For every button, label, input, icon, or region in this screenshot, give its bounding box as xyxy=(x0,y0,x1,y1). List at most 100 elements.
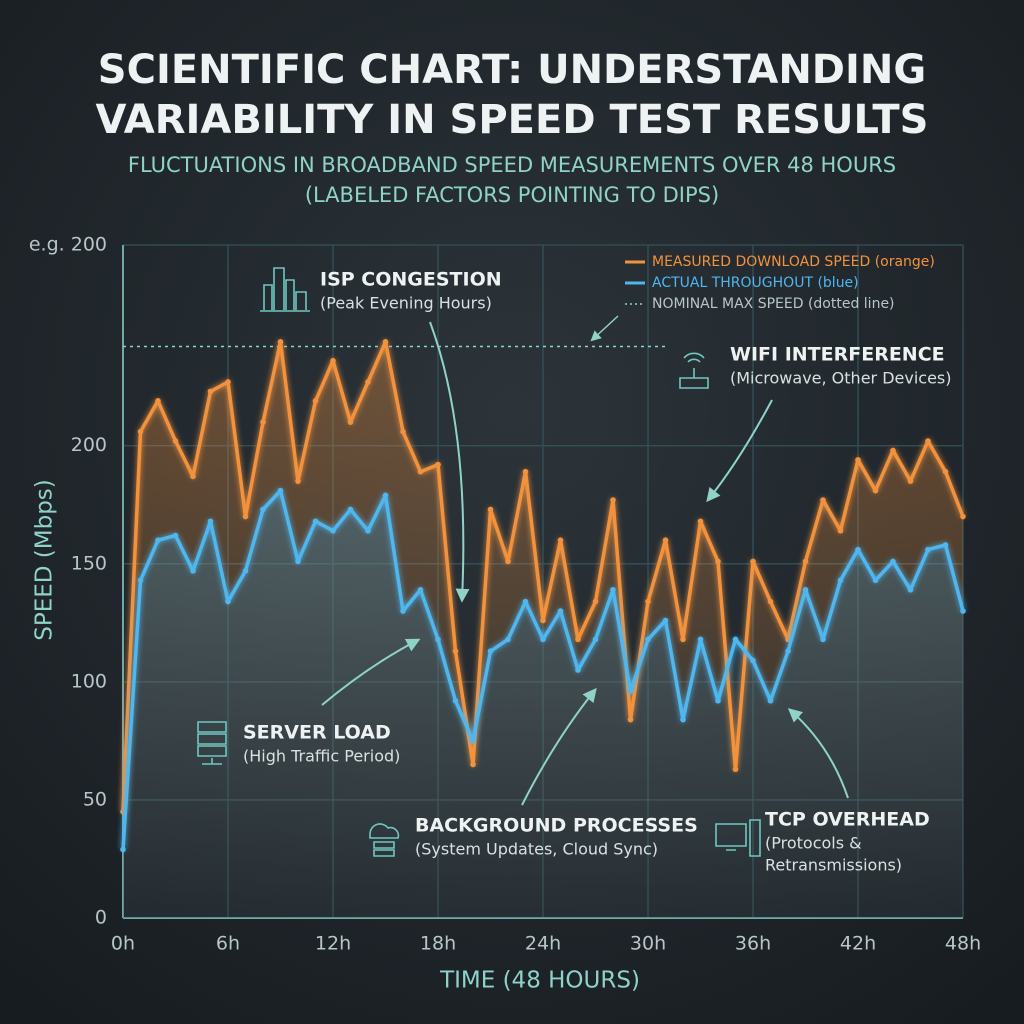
data-point xyxy=(522,598,529,605)
arrow xyxy=(521,687,597,806)
data-point xyxy=(960,608,966,614)
icon-cloud xyxy=(369,823,400,857)
data-point xyxy=(750,657,756,664)
data-point xyxy=(207,518,214,525)
annotation-text: (High Traffic Period) xyxy=(243,747,400,766)
data-point xyxy=(575,636,581,643)
arrow xyxy=(706,399,773,503)
data-point xyxy=(505,636,511,643)
data-point xyxy=(155,537,161,543)
data-point xyxy=(855,546,861,553)
icons xyxy=(197,267,761,857)
x-tick-label: 18h xyxy=(420,933,456,955)
y-tick-label: 150 xyxy=(71,552,107,574)
data-point xyxy=(767,697,774,704)
arrow xyxy=(787,708,849,799)
data-point xyxy=(925,438,931,444)
data-point xyxy=(417,468,424,475)
data-point xyxy=(505,558,511,565)
annotation-title: BACKGROUND PROCESSES xyxy=(415,815,698,837)
data-point xyxy=(732,636,739,643)
data-point xyxy=(715,558,721,565)
data-point xyxy=(382,492,389,499)
data-point xyxy=(190,473,196,480)
x-tick-label: 30h xyxy=(630,933,666,955)
data-point xyxy=(907,478,914,484)
data-point xyxy=(715,697,721,704)
data-point xyxy=(662,537,669,543)
data-point xyxy=(487,506,494,513)
data-point xyxy=(627,688,634,695)
data-point xyxy=(452,648,459,654)
data-point xyxy=(260,506,266,513)
annotation-text: (Microwave, Other Devices) xyxy=(730,369,952,388)
data-point xyxy=(470,738,476,744)
icon-computer xyxy=(715,819,761,857)
data-point xyxy=(522,468,529,475)
x-tick-label: 36h xyxy=(735,933,771,955)
data-point xyxy=(750,558,756,565)
data-point xyxy=(540,617,546,624)
legend-label: NOMINAL MAX SPEED (dotted line) xyxy=(652,296,895,312)
data-point xyxy=(435,636,441,643)
data-point xyxy=(610,586,616,593)
data-point xyxy=(260,419,266,425)
data-point xyxy=(662,617,669,624)
icon-city xyxy=(260,267,310,312)
data-point xyxy=(592,598,599,605)
data-point xyxy=(540,636,546,643)
x-tick-label: 6h xyxy=(216,933,240,955)
chart-title: SCIENTIFIC CHART: UNDERSTANDING xyxy=(98,47,926,93)
annotation-text: (System Updates, Cloud Sync) xyxy=(415,840,658,859)
data-point xyxy=(207,388,214,395)
data-point xyxy=(487,648,494,654)
data-point xyxy=(172,532,179,539)
chart-title: VARIABILITY IN SPEED TEST RESULTS xyxy=(96,97,929,143)
data-point xyxy=(155,398,161,404)
legend-label: MEASURED DOWNLOAD SPEED (orange) xyxy=(652,254,935,270)
data-point xyxy=(120,846,126,853)
annotation-title: WIFI INTERFERENCE xyxy=(730,344,945,366)
data-point xyxy=(312,518,319,525)
data-point xyxy=(907,586,914,593)
arrow xyxy=(429,321,470,603)
data-point xyxy=(137,428,144,435)
data-point xyxy=(382,339,389,345)
data-point xyxy=(330,527,336,534)
data-point xyxy=(295,478,301,484)
data-point xyxy=(697,636,704,643)
data-point xyxy=(627,716,634,723)
data-point xyxy=(400,608,406,614)
chart-subtitle: FLUCTUATIONS IN BROADBAND SPEED MEASUREM… xyxy=(128,153,896,177)
data-point xyxy=(242,513,249,520)
data-point xyxy=(592,636,599,643)
arrow xyxy=(590,315,619,342)
data-point xyxy=(645,636,651,643)
data-point xyxy=(242,568,249,574)
data-point xyxy=(960,513,966,520)
data-point xyxy=(732,766,739,773)
data-point xyxy=(837,527,844,534)
y-tick-label: 0 xyxy=(95,907,107,929)
data-point xyxy=(645,598,651,605)
data-point xyxy=(767,598,774,605)
data-point xyxy=(680,716,686,723)
data-point xyxy=(802,586,809,593)
arrow xyxy=(321,638,421,706)
data-point xyxy=(452,697,459,704)
data-point xyxy=(312,398,319,404)
x-axis-label: TIME (48 HOURS) xyxy=(439,968,640,994)
data-point xyxy=(400,428,406,435)
data-point xyxy=(575,667,581,673)
data-point xyxy=(277,339,284,345)
data-point xyxy=(837,577,844,584)
annotation-text: (Peak Evening Hours) xyxy=(320,294,492,313)
data-point xyxy=(190,568,196,574)
data-point xyxy=(890,447,896,454)
data-point xyxy=(942,542,949,548)
data-point xyxy=(610,497,616,503)
data-point xyxy=(942,468,949,475)
data-point xyxy=(785,648,791,654)
icon-router xyxy=(679,352,709,389)
